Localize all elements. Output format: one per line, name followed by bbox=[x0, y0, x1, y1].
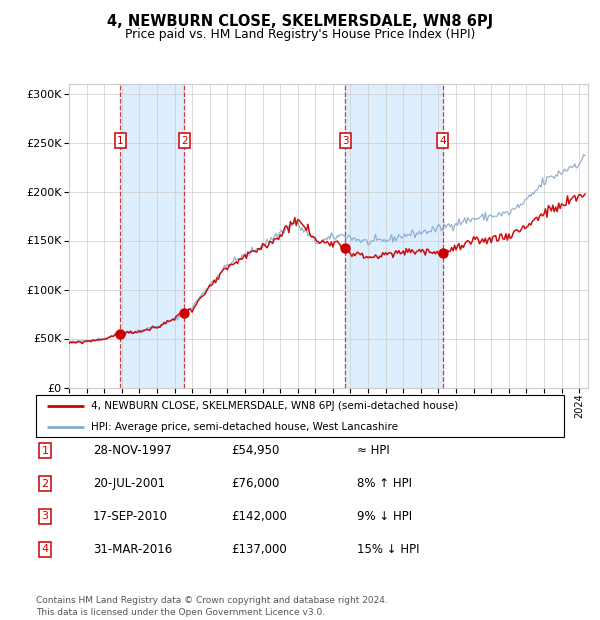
Text: 31-MAR-2016: 31-MAR-2016 bbox=[93, 543, 172, 556]
Text: Price paid vs. HM Land Registry's House Price Index (HPI): Price paid vs. HM Land Registry's House … bbox=[125, 28, 475, 41]
Text: 4: 4 bbox=[41, 544, 49, 554]
Text: 4, NEWBURN CLOSE, SKELMERSDALE, WN8 6PJ (semi-detached house): 4, NEWBURN CLOSE, SKELMERSDALE, WN8 6PJ … bbox=[91, 401, 458, 411]
Text: 9% ↓ HPI: 9% ↓ HPI bbox=[357, 510, 412, 523]
Text: 4, NEWBURN CLOSE, SKELMERSDALE, WN8 6PJ: 4, NEWBURN CLOSE, SKELMERSDALE, WN8 6PJ bbox=[107, 14, 493, 29]
Text: 2: 2 bbox=[181, 136, 188, 146]
Text: £54,950: £54,950 bbox=[231, 445, 280, 457]
Text: 17-SEP-2010: 17-SEP-2010 bbox=[93, 510, 168, 523]
Text: 3: 3 bbox=[41, 512, 49, 521]
Bar bbox=[120, 84, 184, 388]
Text: £137,000: £137,000 bbox=[231, 543, 287, 556]
Text: 8% ↑ HPI: 8% ↑ HPI bbox=[357, 477, 412, 490]
Text: £76,000: £76,000 bbox=[231, 477, 280, 490]
Text: 1: 1 bbox=[117, 136, 124, 146]
Text: 4: 4 bbox=[439, 136, 446, 146]
Text: ≈ HPI: ≈ HPI bbox=[357, 445, 390, 457]
Text: 15% ↓ HPI: 15% ↓ HPI bbox=[357, 543, 419, 556]
Text: 2: 2 bbox=[41, 479, 49, 489]
Text: HPI: Average price, semi-detached house, West Lancashire: HPI: Average price, semi-detached house,… bbox=[91, 422, 398, 432]
Text: Contains HM Land Registry data © Crown copyright and database right 2024.
This d: Contains HM Land Registry data © Crown c… bbox=[36, 596, 388, 617]
Text: 28-NOV-1997: 28-NOV-1997 bbox=[93, 445, 172, 457]
Text: 1: 1 bbox=[41, 446, 49, 456]
Text: 3: 3 bbox=[342, 136, 349, 146]
Text: 20-JUL-2001: 20-JUL-2001 bbox=[93, 477, 165, 490]
Text: £142,000: £142,000 bbox=[231, 510, 287, 523]
Bar bbox=[346, 84, 443, 388]
